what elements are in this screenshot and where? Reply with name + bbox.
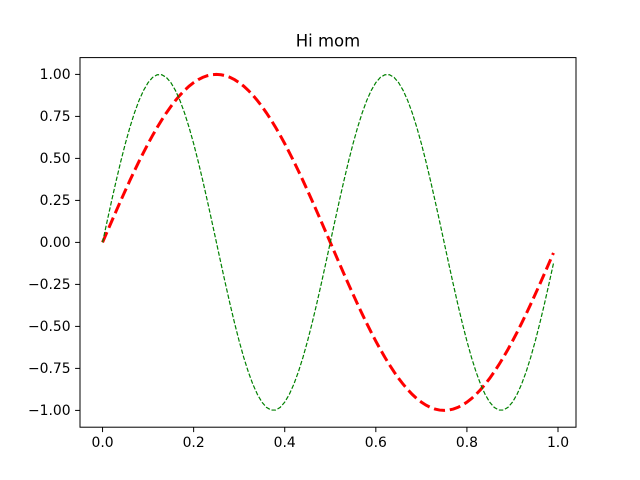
axes-frame	[79, 57, 577, 428]
x-tick-label: 0.6	[365, 435, 387, 451]
y-tick-label: 1.00	[40, 67, 71, 83]
series-line-1	[101, 74, 555, 411]
y-tick-label: −0.25	[28, 277, 71, 293]
y-tick-label: 0.75	[40, 109, 71, 125]
x-tick-label: 0.0	[91, 435, 113, 451]
y-tick-label: 0.25	[40, 193, 71, 209]
y-tick-label: 0.00	[40, 235, 71, 251]
x-tick-label: 0.4	[274, 435, 296, 451]
series-line-0	[101, 72, 555, 412]
x-tick-label: 1.0	[547, 435, 569, 451]
y-tick-label: −0.75	[28, 361, 71, 377]
x-tick-label: 0.8	[456, 435, 478, 451]
y-tick-label: −0.50	[28, 319, 71, 335]
chart-title: Hi mom	[296, 32, 360, 51]
y-tick-label: 0.50	[40, 151, 71, 167]
x-tick-label: 0.2	[183, 435, 205, 451]
y-tick-label: −1.00	[28, 403, 71, 419]
